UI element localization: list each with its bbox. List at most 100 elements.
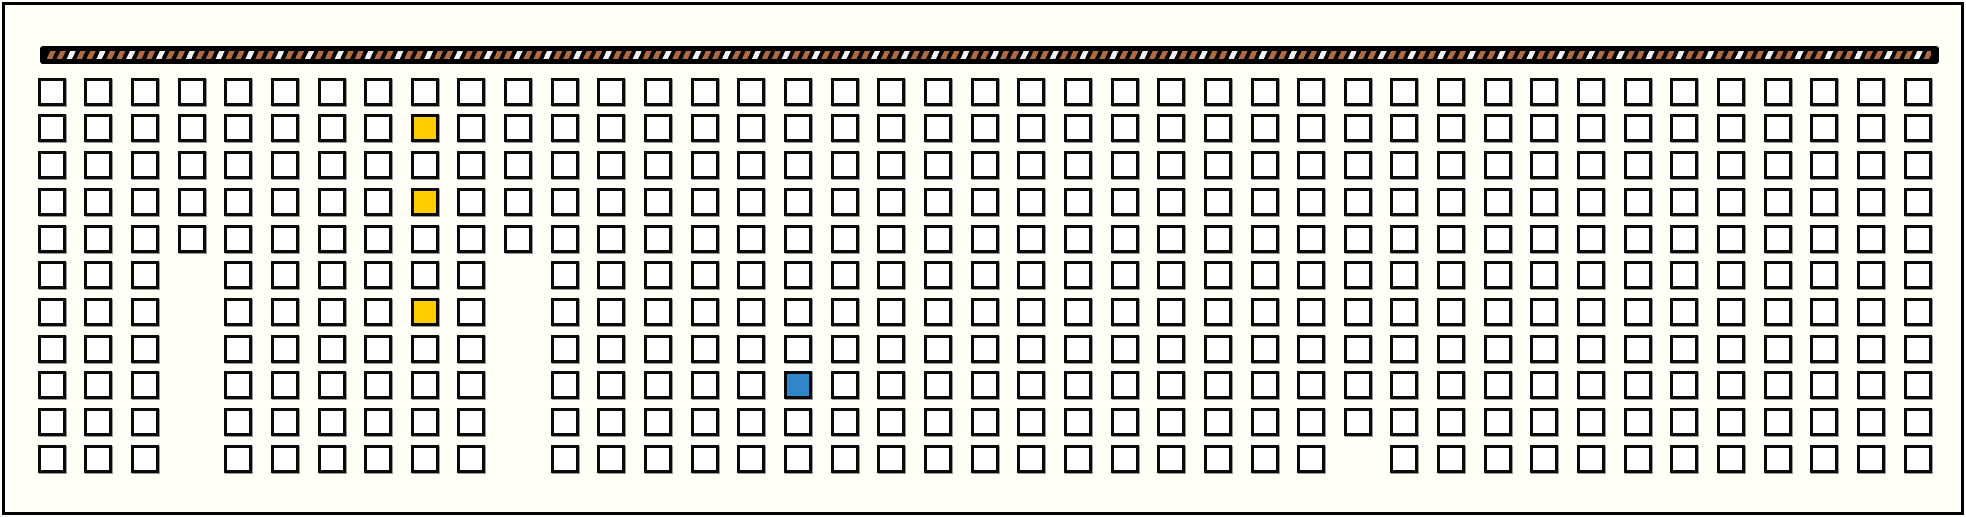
cell[interactable] bbox=[1110, 408, 1139, 436]
cell[interactable] bbox=[923, 408, 952, 436]
cell[interactable] bbox=[1577, 77, 1606, 106]
cell[interactable] bbox=[1810, 224, 1839, 253]
cell[interactable] bbox=[1063, 408, 1092, 436]
cell[interactable] bbox=[1763, 371, 1792, 400]
cell[interactable] bbox=[1157, 114, 1186, 143]
cell[interactable] bbox=[1483, 224, 1512, 253]
cell[interactable] bbox=[177, 114, 206, 143]
cell[interactable] bbox=[1157, 187, 1186, 216]
cell[interactable] bbox=[84, 114, 113, 143]
cell[interactable] bbox=[1623, 151, 1652, 180]
cell[interactable] bbox=[737, 297, 766, 326]
cell[interactable] bbox=[1670, 114, 1699, 143]
cell[interactable] bbox=[1343, 114, 1372, 143]
cell[interactable] bbox=[1670, 261, 1699, 290]
cell[interactable] bbox=[690, 224, 719, 253]
cell[interactable] bbox=[1250, 408, 1279, 436]
cell[interactable] bbox=[457, 187, 486, 216]
cell[interactable] bbox=[970, 334, 999, 363]
cell[interactable] bbox=[923, 187, 952, 216]
cell[interactable] bbox=[1017, 444, 1046, 473]
cell[interactable] bbox=[690, 334, 719, 363]
cell[interactable] bbox=[1670, 187, 1699, 216]
cell[interactable] bbox=[1670, 224, 1699, 253]
cell[interactable] bbox=[317, 77, 346, 106]
cell[interactable] bbox=[1063, 114, 1092, 143]
cell[interactable] bbox=[364, 297, 393, 326]
cell[interactable] bbox=[37, 444, 66, 473]
cell[interactable] bbox=[1203, 444, 1232, 473]
cell[interactable] bbox=[1110, 371, 1139, 400]
cell[interactable] bbox=[970, 297, 999, 326]
cell[interactable] bbox=[84, 444, 113, 473]
cell[interactable] bbox=[1110, 224, 1139, 253]
cell[interactable] bbox=[1017, 261, 1046, 290]
cell[interactable] bbox=[1483, 261, 1512, 290]
cell[interactable] bbox=[224, 334, 253, 363]
cell[interactable] bbox=[1903, 371, 1932, 400]
cell[interactable] bbox=[1250, 151, 1279, 180]
cell[interactable] bbox=[1483, 371, 1512, 400]
cell[interactable] bbox=[504, 114, 533, 143]
cell[interactable] bbox=[1623, 444, 1652, 473]
cell[interactable] bbox=[1390, 261, 1419, 290]
cell[interactable] bbox=[830, 77, 859, 106]
cell[interactable] bbox=[550, 151, 579, 180]
cell[interactable] bbox=[1157, 297, 1186, 326]
cell-yellow[interactable] bbox=[410, 187, 439, 216]
cell[interactable] bbox=[597, 151, 626, 180]
cell[interactable] bbox=[1717, 77, 1745, 106]
cell[interactable] bbox=[1903, 187, 1932, 216]
cell[interactable] bbox=[830, 114, 859, 143]
cell[interactable] bbox=[1157, 444, 1186, 473]
cell[interactable] bbox=[270, 77, 299, 106]
cell[interactable] bbox=[1017, 371, 1046, 400]
cell[interactable] bbox=[410, 261, 439, 290]
cell[interactable] bbox=[1530, 261, 1559, 290]
cell[interactable] bbox=[84, 297, 113, 326]
cell[interactable] bbox=[597, 334, 626, 363]
cell[interactable] bbox=[1297, 114, 1326, 143]
cell[interactable] bbox=[1577, 224, 1606, 253]
cell[interactable] bbox=[970, 151, 999, 180]
cell[interactable] bbox=[1623, 261, 1652, 290]
cell[interactable] bbox=[224, 297, 253, 326]
cell[interactable] bbox=[270, 261, 299, 290]
cell[interactable] bbox=[37, 187, 66, 216]
cell[interactable] bbox=[1623, 224, 1652, 253]
cell[interactable] bbox=[457, 261, 486, 290]
cell[interactable] bbox=[1903, 261, 1932, 290]
cell[interactable] bbox=[1670, 334, 1699, 363]
cell-blue[interactable] bbox=[784, 371, 812, 400]
cell[interactable] bbox=[970, 77, 999, 106]
cell[interactable] bbox=[784, 297, 812, 326]
cell[interactable] bbox=[224, 187, 253, 216]
cell[interactable] bbox=[1670, 444, 1699, 473]
cell[interactable] bbox=[690, 444, 719, 473]
cell[interactable] bbox=[737, 114, 766, 143]
cell[interactable] bbox=[830, 334, 859, 363]
cell[interactable] bbox=[877, 151, 906, 180]
cell[interactable] bbox=[130, 297, 159, 326]
cell[interactable] bbox=[1297, 408, 1326, 436]
cell[interactable] bbox=[1577, 408, 1606, 436]
cell[interactable] bbox=[550, 371, 579, 400]
cell[interactable] bbox=[1717, 408, 1745, 436]
cell[interactable] bbox=[224, 224, 253, 253]
cell[interactable] bbox=[1343, 224, 1372, 253]
cell[interactable] bbox=[550, 224, 579, 253]
cell[interactable] bbox=[923, 261, 952, 290]
cell[interactable] bbox=[1623, 408, 1652, 436]
cell[interactable] bbox=[37, 151, 66, 180]
cell[interactable] bbox=[1763, 151, 1792, 180]
cell[interactable] bbox=[1250, 187, 1279, 216]
cell[interactable] bbox=[1670, 297, 1699, 326]
cell[interactable] bbox=[830, 297, 859, 326]
cell[interactable] bbox=[1110, 187, 1139, 216]
cell[interactable] bbox=[784, 114, 812, 143]
cell[interactable] bbox=[644, 334, 673, 363]
cell[interactable] bbox=[1343, 187, 1372, 216]
cell[interactable] bbox=[1017, 187, 1046, 216]
cell[interactable] bbox=[1017, 297, 1046, 326]
cell[interactable] bbox=[1483, 408, 1512, 436]
